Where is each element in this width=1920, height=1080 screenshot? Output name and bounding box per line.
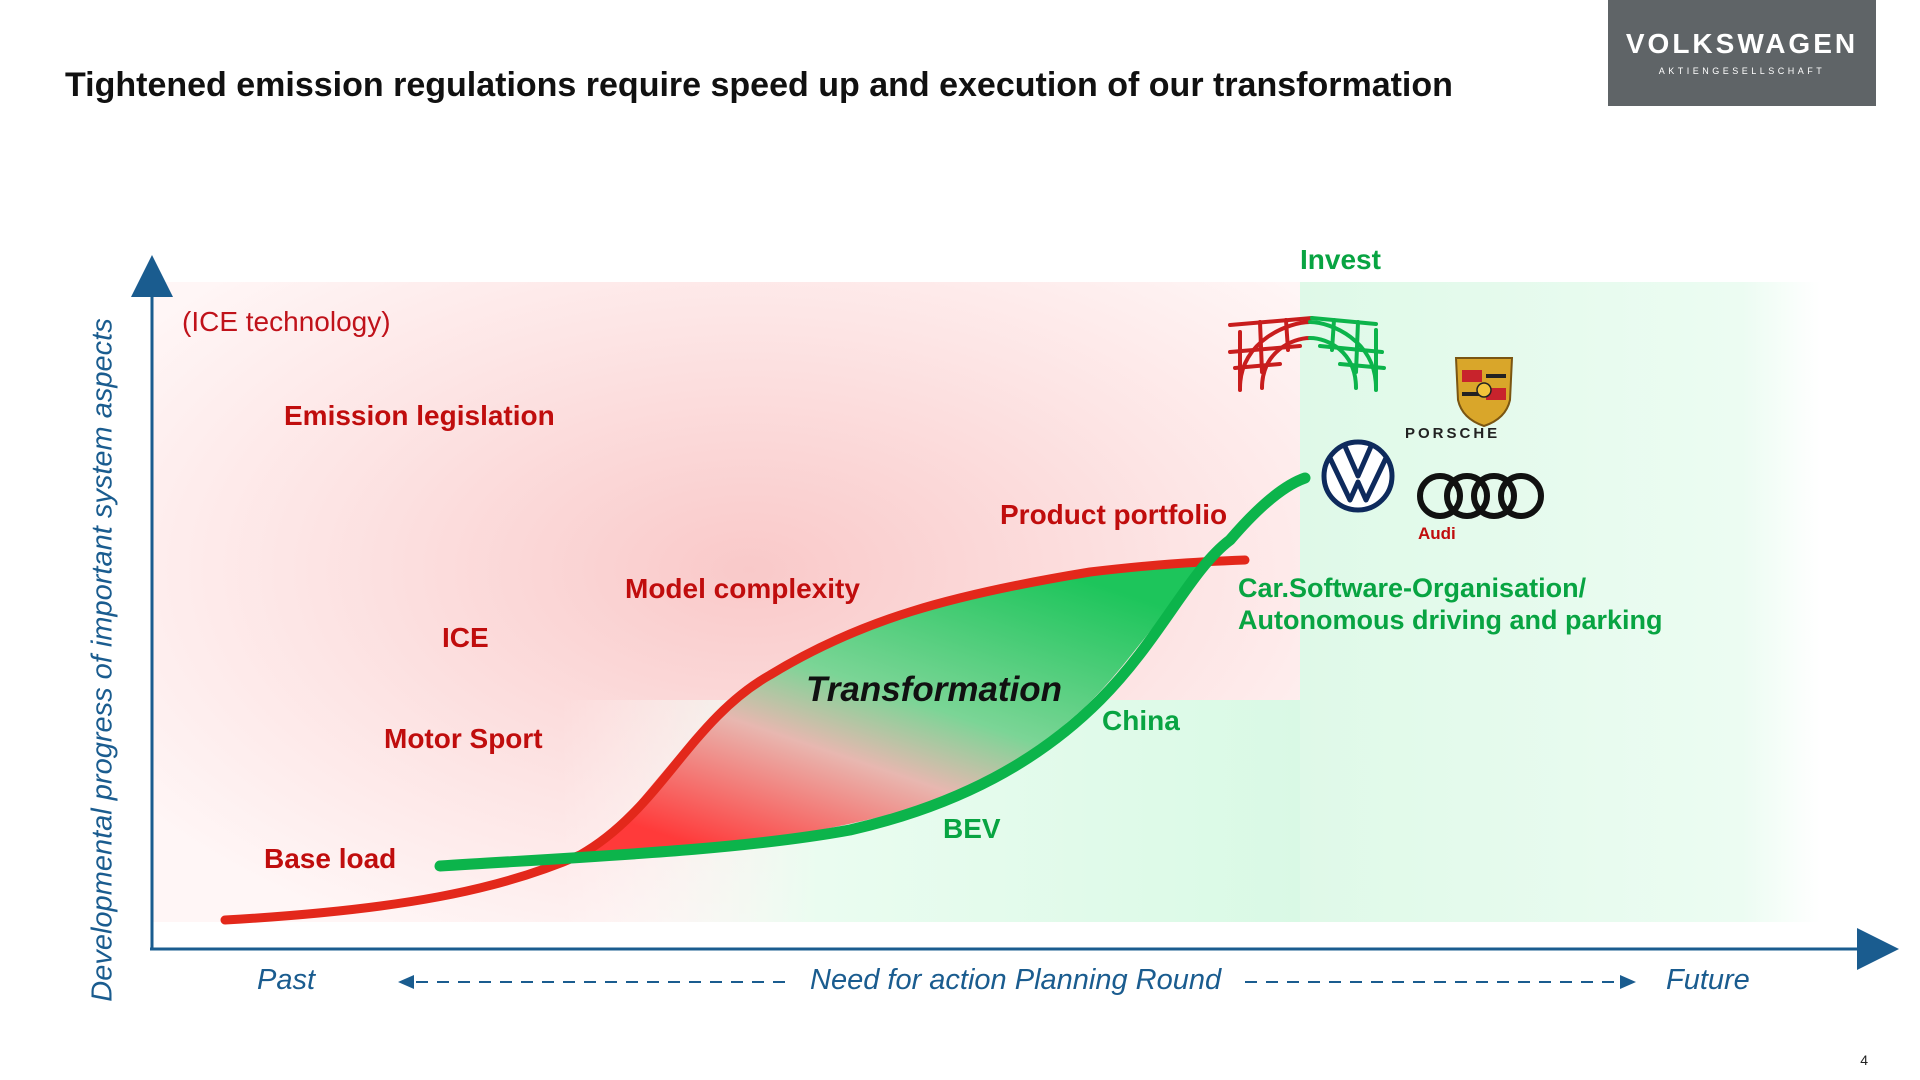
bev-label: BEV [943, 813, 1001, 844]
porsche-wordmark: PORSCHE [1405, 425, 1501, 442]
emission-legislation-label: Emission legislation [284, 400, 555, 431]
vw-logo-icon [1321, 439, 1395, 513]
ice-label: ICE [442, 622, 489, 653]
motor-sport-label: Motor Sport [384, 723, 543, 754]
past-arrow-head-icon [398, 975, 414, 989]
ice-curve [220, 555, 1250, 925]
x-axis-future-label: Future [1666, 964, 1750, 996]
product-portfolio-label: Product portfolio [1000, 499, 1228, 530]
volkswagen-ag-logo: VOLKSWAGEN AKTIENGESELLSCHAFT [1608, 0, 1876, 106]
y-axis-title: Developmental progress of important syst… [86, 318, 119, 1002]
logo-name: VOLKSWAGEN [1625, 28, 1859, 59]
transformation-area [590, 562, 1210, 852]
china-label: China [1102, 705, 1180, 736]
logo-subtitle: AKTIENGESELLSCHAFT [1658, 66, 1826, 76]
car-software-label-line1: Car.Software-Organisation/ [1238, 573, 1587, 603]
bridge-icon [1228, 316, 1386, 392]
x-axis-center-label: Need for action Planning Round [810, 964, 1222, 996]
base-load-label: Base load [264, 843, 397, 874]
bev-curve [434, 472, 1311, 872]
transformation-label: Transformation [806, 670, 1063, 709]
x-axis-past-label: Past [257, 964, 316, 996]
ice-technology-label: (ICE technology) [182, 306, 391, 337]
porsche-crest-icon [1454, 357, 1514, 428]
future-zone-background [1300, 282, 1820, 922]
invest-label: Invest [1300, 244, 1381, 275]
page-title: Tightened emission regulations require s… [65, 66, 1453, 104]
car-software-label-line2: Autonomous driving and parking [1238, 605, 1663, 635]
future-arrow-head-icon [1620, 975, 1636, 989]
audi-rings-icon [1417, 473, 1544, 519]
page-number: 4 [1860, 1052, 1868, 1068]
audi-wordmark: Audi [1418, 524, 1456, 543]
model-complexity-label: Model complexity [625, 573, 860, 604]
